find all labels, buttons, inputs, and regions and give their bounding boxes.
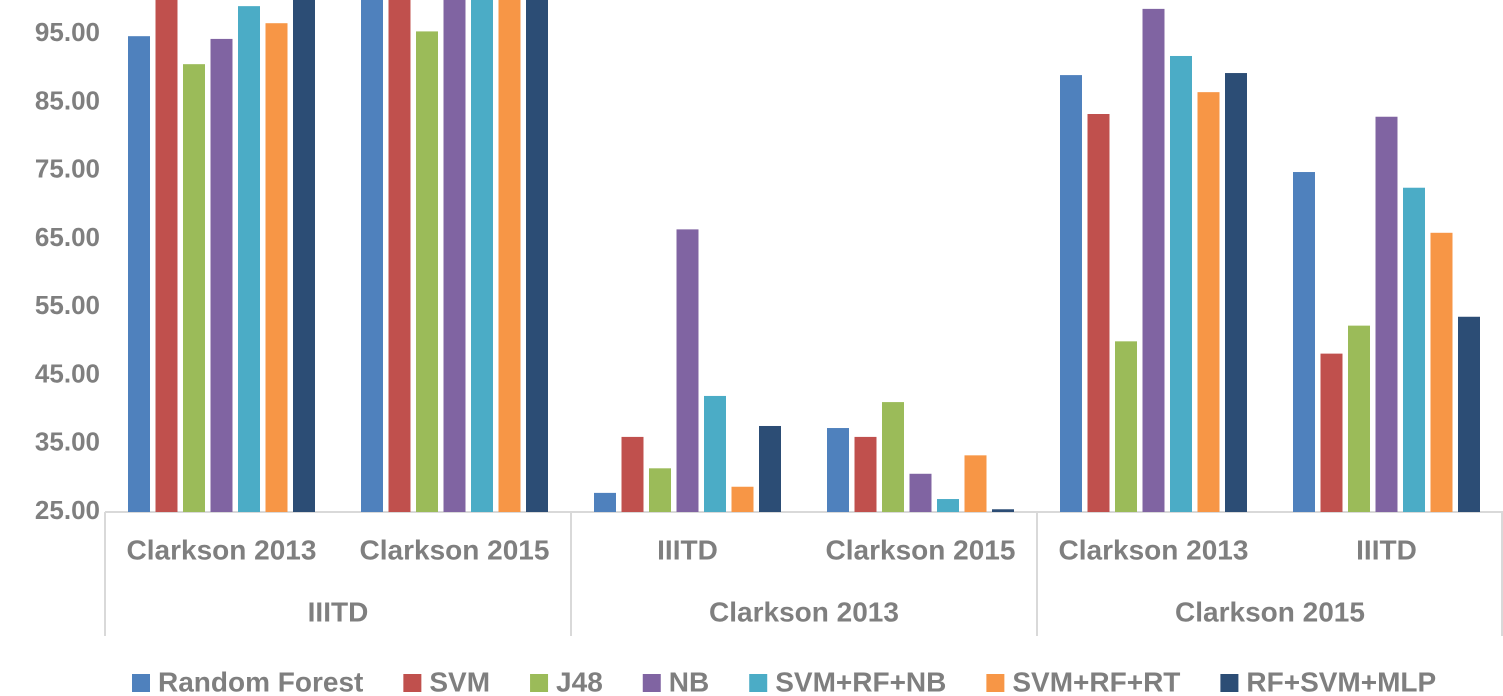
bar [937, 499, 959, 512]
x-tick-label: Clarkson 2015 [826, 534, 1016, 565]
y-tick-label: 35.00 [35, 427, 100, 457]
bar [594, 492, 616, 512]
bar [238, 6, 260, 512]
bar [265, 23, 288, 513]
x-tick-label: IIITD [1356, 534, 1417, 565]
bar [1087, 114, 1110, 512]
bar [1458, 316, 1480, 512]
group-label: Clarkson 2013 [709, 596, 899, 627]
legend-label: SVM+RF+NB [775, 666, 946, 696]
bar [1403, 187, 1425, 512]
bar [854, 436, 877, 512]
bar [621, 436, 644, 512]
bar [361, 0, 383, 512]
bar [1115, 341, 1137, 512]
bar [1430, 232, 1453, 512]
bar [759, 425, 781, 512]
bar [293, 0, 315, 512]
bar [183, 64, 205, 513]
y-tick-label: 25.00 [35, 495, 100, 525]
bar [210, 38, 233, 513]
bar [1060, 75, 1082, 513]
legend-swatch [642, 674, 661, 692]
bar [1142, 8, 1165, 513]
bar [676, 229, 699, 512]
bar [416, 31, 438, 512]
legend-label: Random Forest [158, 666, 363, 696]
bar [443, 0, 466, 512]
y-tick-label: 45.00 [35, 358, 100, 388]
y-tick-label: 95.00 [35, 17, 100, 47]
bar [388, 0, 411, 512]
bar [1375, 116, 1398, 513]
bar [1348, 325, 1370, 512]
bar [128, 36, 150, 512]
legend-label: J48 [556, 666, 603, 696]
bar [1320, 353, 1343, 512]
bar [649, 468, 671, 512]
legend-swatch [1220, 674, 1239, 692]
legend-swatch [403, 674, 422, 692]
bar [909, 473, 932, 512]
legend-swatch [986, 674, 1005, 692]
x-tick-label: Clarkson 2013 [127, 534, 317, 565]
y-tick-label: 55.00 [35, 290, 100, 320]
bar [704, 395, 726, 512]
legend-label: RF+SVM+MLP [1246, 666, 1436, 696]
x-tick-label: Clarkson 2015 [360, 534, 550, 565]
bar [155, 0, 178, 512]
legend-swatch [132, 674, 150, 692]
bar [1170, 55, 1192, 512]
group-label: IIITD [308, 596, 369, 627]
bar [827, 428, 849, 512]
y-tick-label: 85.00 [35, 85, 100, 115]
y-tick-label: 75.00 [35, 154, 100, 184]
group-label: Clarkson 2015 [1175, 596, 1365, 627]
legend-swatch [749, 674, 768, 692]
legend-label: NB [669, 666, 709, 696]
bar [1225, 73, 1247, 512]
x-tick-label: Clarkson 2013 [1059, 534, 1249, 565]
bar [882, 402, 904, 512]
bar [1197, 92, 1220, 512]
x-tick-label: IIITD [657, 534, 718, 565]
bar [526, 0, 548, 512]
bar [992, 509, 1014, 512]
legend-label: SVM+RF+RT [1012, 666, 1180, 696]
bar [1293, 172, 1315, 513]
bar [731, 486, 754, 512]
bar [498, 0, 521, 512]
legend-label: SVM [429, 666, 490, 696]
bar [471, 0, 493, 512]
bar [964, 455, 987, 512]
legend-swatch [530, 674, 549, 692]
y-tick-label: 65.00 [35, 222, 100, 252]
